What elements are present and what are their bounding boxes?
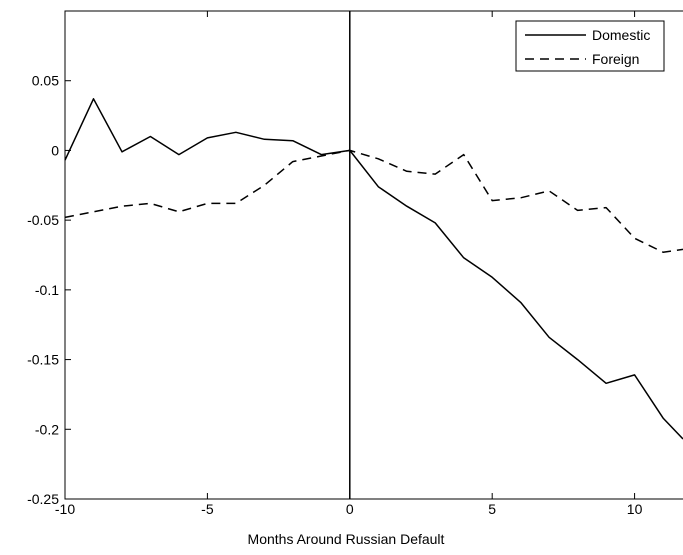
y-tick-label: 0 <box>51 142 59 158</box>
legend-label-domestic: Domestic <box>592 27 650 43</box>
x-tick-label: -5 <box>201 501 214 517</box>
x-tick-label: 0 <box>346 501 354 517</box>
legend-label-foreign: Foreign <box>592 51 639 67</box>
x-tick-label: 5 <box>488 501 496 517</box>
y-tick-label: 0.05 <box>32 73 59 89</box>
x-tick-label: -10 <box>55 501 75 517</box>
y-tick-label: -0.2 <box>35 421 59 437</box>
series-line-domestic <box>64 98 683 440</box>
series-line-foreign <box>64 149 683 253</box>
x-tick-labels: -10 -5 0 5 10 <box>55 501 643 517</box>
y-tick-labels: -0.25 -0.2 -0.15 -0.1 -0.05 0 0.05 <box>27 73 59 507</box>
x-tick-label: 10 <box>627 501 643 517</box>
legend-box <box>515 20 665 72</box>
plot-area-frame <box>64 10 683 500</box>
x-axis-label: Months Around Russian Default <box>248 531 445 547</box>
y-tick-label: -0.1 <box>35 282 59 298</box>
legend: Domestic Foreign <box>515 20 665 72</box>
y-tick-label: -0.25 <box>27 491 59 507</box>
y-tick-label: -0.05 <box>27 212 59 228</box>
y-tick-label: -0.15 <box>27 352 59 368</box>
series-lines <box>64 98 683 440</box>
